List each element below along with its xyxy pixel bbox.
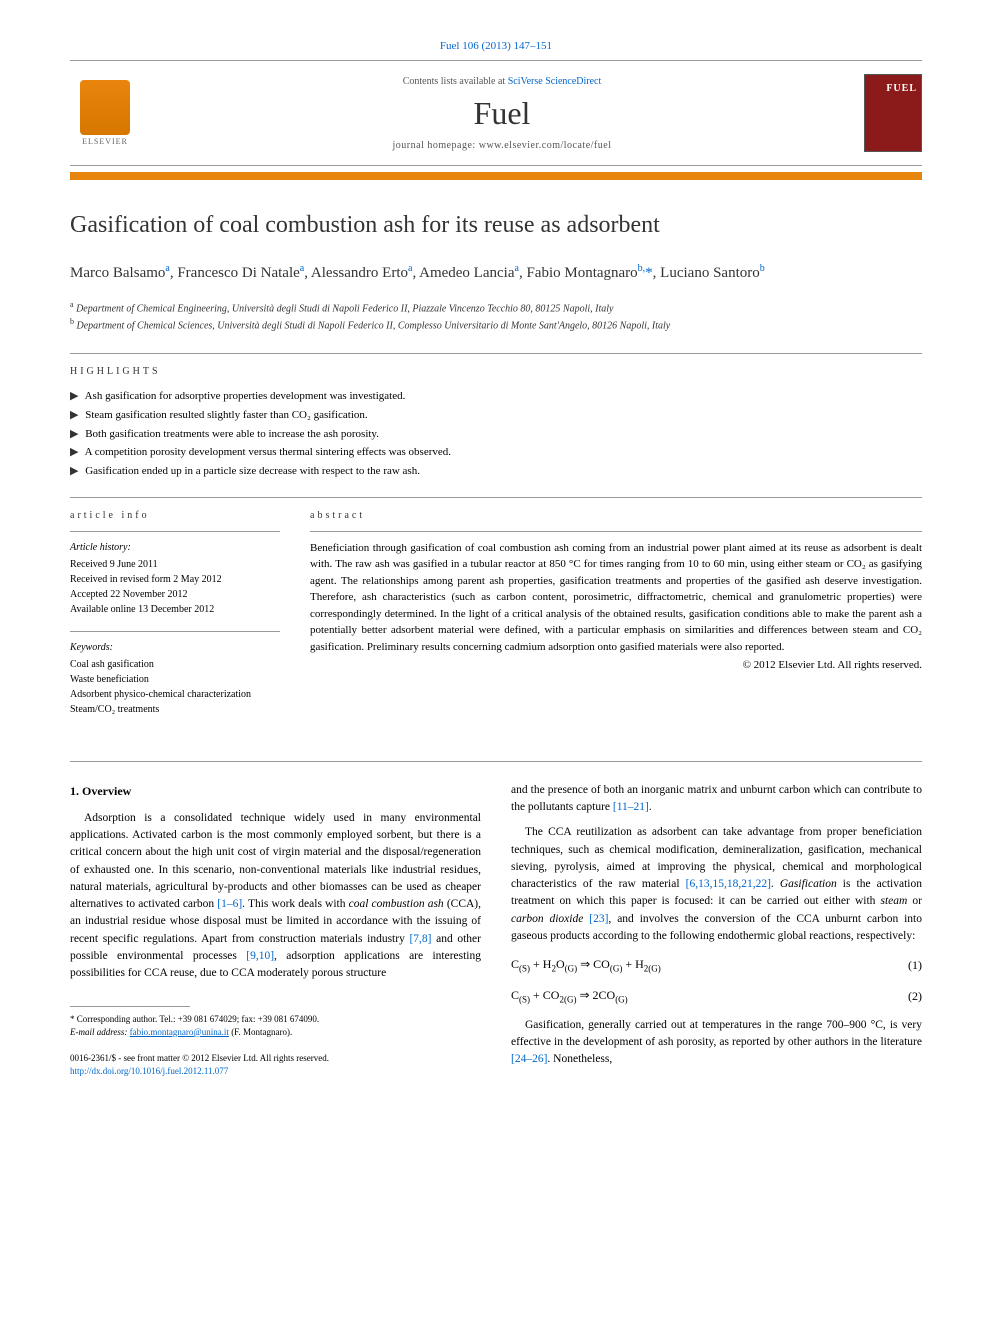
body-left-column: 1. Overview Adsorption is a consolidated… <box>70 782 481 1078</box>
footer-meta: 0016-2361/$ - see front matter © 2012 El… <box>70 1052 481 1077</box>
divider <box>70 497 922 498</box>
affiliation-a: a Department of Chemical Engineering, Un… <box>70 299 922 316</box>
keyword: Waste beneficiation <box>70 672 280 687</box>
body-paragraph: The CCA reutilization as adsorbent can t… <box>511 824 922 945</box>
abstract-column: abstract Beneficiation through gasificat… <box>310 510 922 731</box>
elsevier-tree-icon <box>80 80 130 135</box>
cover-label: FUEL <box>886 83 917 94</box>
highlights-list: ▶ Ash gasification for adsorptive proper… <box>70 387 922 480</box>
affiliations: a Department of Chemical Engineering, Un… <box>70 299 922 334</box>
journal-header: ELSEVIER Contents lists available at Sci… <box>70 60 922 166</box>
divider <box>310 531 922 532</box>
equation-2: C(S) + CO2(G) ⇒ 2CO(G) (2) <box>511 986 922 1007</box>
keyword: Coal ash gasification <box>70 657 280 672</box>
keyword: Adsorbent physico-chemical characterizat… <box>70 687 280 702</box>
highlight-item: ▶ Ash gasification for adsorptive proper… <box>70 387 922 406</box>
article-info-label: article info <box>70 510 280 521</box>
footnote-divider <box>70 1006 190 1007</box>
history-label: Article history: <box>70 540 280 555</box>
email-link[interactable]: fabio.montagnaro@unina.it <box>130 1027 229 1037</box>
article-info-column: article info Article history: Received 9… <box>70 510 280 731</box>
section-heading: 1. Overview <box>70 782 481 800</box>
corr-email-line: E-mail address: fabio.montagnaro@unina.i… <box>70 1026 481 1039</box>
keyword: Steam/CO₂ treatments <box>70 702 280 717</box>
accent-bar <box>70 172 922 180</box>
email-person: (F. Montagnaro). <box>231 1027 292 1037</box>
history-item: Available online 13 December 2012 <box>70 602 280 617</box>
abstract-text: Beneficiation through gasification of co… <box>310 540 922 656</box>
divider <box>70 531 280 532</box>
highlight-item: ▶ Both gasification treatments were able… <box>70 425 922 444</box>
highlight-item: ▶ Gasification ended up in a particle si… <box>70 462 922 481</box>
body-columns: 1. Overview Adsorption is a consolidated… <box>70 782 922 1078</box>
equation-expr: C(S) + CO2(G) ⇒ 2CO(G) <box>511 986 628 1007</box>
equation-expr: C(S) + H2O(G) ⇒ CO(G) + H2(G) <box>511 955 661 976</box>
body-paragraph: Adsorption is a consolidated technique w… <box>70 810 481 983</box>
contents-prefix: Contents lists available at <box>403 76 508 87</box>
elsevier-logo: ELSEVIER <box>70 73 140 153</box>
abstract-copyright: © 2012 Elsevier Ltd. All rights reserved… <box>310 659 922 671</box>
article-title: Gasification of coal combustion ash for … <box>70 210 922 241</box>
sciencedirect-link[interactable]: SciVerse ScienceDirect <box>508 76 602 87</box>
front-matter: 0016-2361/$ - see front matter © 2012 El… <box>70 1052 481 1065</box>
keywords-block: Keywords: Coal ash gasification Waste be… <box>70 640 280 717</box>
highlights-label: highlights <box>70 366 922 377</box>
email-label: E-mail address: <box>70 1027 127 1037</box>
homepage-line: journal homepage: www.elsevier.com/locat… <box>140 140 864 151</box>
page-container: Fuel 106 (2013) 147–151 ELSEVIER Content… <box>0 0 992 1118</box>
divider <box>70 353 922 354</box>
affiliation-b: b Department of Chemical Sciences, Unive… <box>70 316 922 333</box>
body-paragraph: Gasification, generally carried out at t… <box>511 1017 922 1069</box>
equation-number: (1) <box>908 956 922 974</box>
homepage-prefix: journal homepage: <box>393 140 479 151</box>
equation-number: (2) <box>908 987 922 1005</box>
history-item: Received 9 June 2011 <box>70 557 280 572</box>
contents-line: Contents lists available at SciVerse Sci… <box>140 76 864 87</box>
doi-link[interactable]: http://dx.doi.org/10.1016/j.fuel.2012.11… <box>70 1066 228 1076</box>
divider <box>70 761 922 762</box>
elsevier-label: ELSEVIER <box>82 137 128 146</box>
highlight-item: ▶ A competition porosity development ver… <box>70 443 922 462</box>
homepage-url: www.elsevier.com/locate/fuel <box>479 140 612 151</box>
journal-name: Fuel <box>140 95 864 132</box>
corresponding-footnote: * Corresponding author. Tel.: +39 081 67… <box>70 1013 481 1038</box>
body-right-column: and the presence of both an inorganic ma… <box>511 782 922 1078</box>
journal-cover-thumbnail: FUEL <box>864 74 922 152</box>
info-abstract-row: article info Article history: Received 9… <box>70 510 922 731</box>
authors-list: Marco Balsamoa, Francesco Di Natalea, Al… <box>70 261 922 285</box>
history-item: Accepted 22 November 2012 <box>70 587 280 602</box>
equation-1: C(S) + H2O(G) ⇒ CO(G) + H2(G) (1) <box>511 955 922 976</box>
body-paragraph: and the presence of both an inorganic ma… <box>511 782 922 817</box>
highlight-item: ▶ Steam gasification resulted slightly f… <box>70 406 922 425</box>
divider <box>70 631 280 632</box>
corr-contact: * Corresponding author. Tel.: +39 081 67… <box>70 1013 481 1026</box>
keywords-label: Keywords: <box>70 640 280 655</box>
history-item: Received in revised form 2 May 2012 <box>70 572 280 587</box>
abstract-label: abstract <box>310 510 922 521</box>
history-block: Article history: Received 9 June 2011 Re… <box>70 540 280 617</box>
citation-header: Fuel 106 (2013) 147–151 <box>70 40 922 52</box>
header-center: Contents lists available at SciVerse Sci… <box>140 76 864 151</box>
